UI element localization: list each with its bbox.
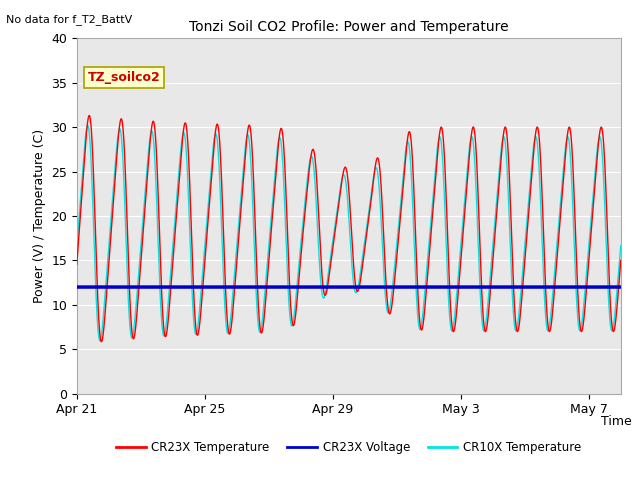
Legend: CR23X Temperature, CR23X Voltage, CR10X Temperature: CR23X Temperature, CR23X Voltage, CR10X … [111, 436, 586, 459]
Y-axis label: Power (V) / Temperature (C): Power (V) / Temperature (C) [33, 129, 45, 303]
Title: Tonzi Soil CO2 Profile: Power and Temperature: Tonzi Soil CO2 Profile: Power and Temper… [189, 21, 509, 35]
X-axis label: Time: Time [601, 415, 632, 428]
Text: TZ_soilco2: TZ_soilco2 [88, 71, 161, 84]
Text: No data for f_T2_BattV: No data for f_T2_BattV [6, 14, 132, 25]
